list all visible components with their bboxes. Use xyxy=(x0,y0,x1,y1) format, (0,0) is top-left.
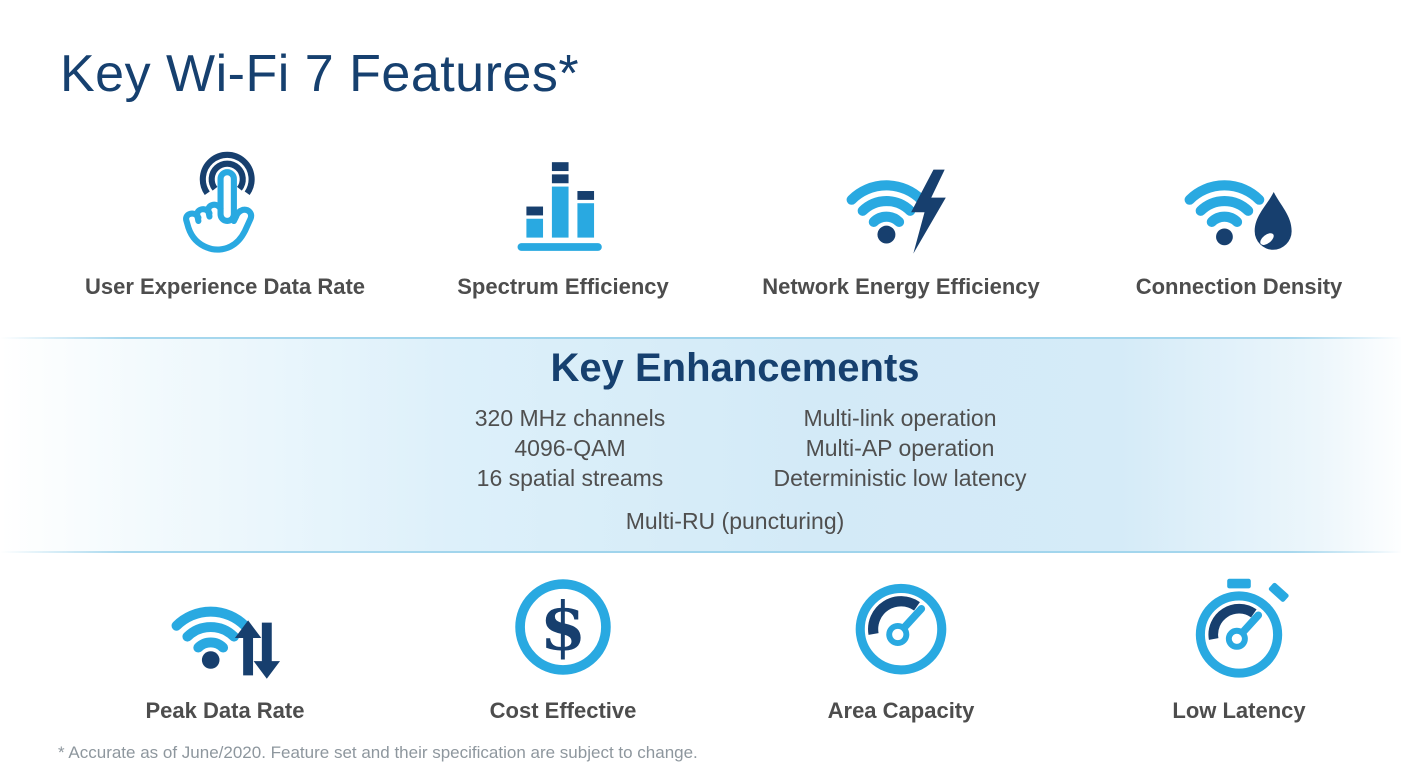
wifi-droplet-icon xyxy=(1174,138,1304,264)
enhancement-item: 4096-QAM xyxy=(514,435,626,461)
dollar-circle-icon: $ xyxy=(504,566,622,688)
feature-cost-effective: $ Cost Effective xyxy=(394,566,732,724)
feature-label: Spectrum Efficiency xyxy=(457,274,669,299)
feature-label: User Experience Data Rate xyxy=(84,274,366,299)
enhancement-item: Deterministic low latency xyxy=(773,465,1027,491)
enhancement-item: Multi-link operation xyxy=(803,405,997,431)
feature-area-capacity: Area Capacity xyxy=(732,566,1070,724)
feature-low-latency: Low Latency xyxy=(1070,566,1401,724)
touch-icon xyxy=(164,138,286,264)
page-title: Key Wi-Fi 7 Features* xyxy=(60,45,580,103)
enhancement-item: 320 MHz channels xyxy=(474,405,666,431)
bottom-feature-row: Peak Data Rate $ Cost Effective Area xyxy=(56,566,1401,724)
feature-spectrum-efficiency: Spectrum Efficiency xyxy=(394,138,732,300)
svg-text:$: $ xyxy=(540,588,586,666)
enhancement-right-column: Multi-link operation Multi-AP operation … xyxy=(735,403,1065,493)
key-enhancements-title: Key Enhancements xyxy=(550,346,920,390)
feature-user-experience-data-rate: User Experience Data Rate xyxy=(56,138,394,300)
feature-label: Connection Density xyxy=(1135,274,1343,299)
feature-label: Area Capacity xyxy=(827,698,975,723)
enhancement-columns: 320 MHz channels 4096-QAM 16 spatial str… xyxy=(405,403,1065,493)
feature-label: Network Energy Efficiency xyxy=(762,274,1040,299)
feature-network-energy-efficiency: Network Energy Efficiency xyxy=(732,138,1070,300)
key-enhancements-content: Key Enhancements 320 MHz channels 4096-Q… xyxy=(335,337,1135,535)
feature-connection-density: Connection Density xyxy=(1070,138,1401,300)
feature-label: Low Latency xyxy=(1172,698,1306,723)
enhancement-left-column: 320 MHz channels 4096-QAM 16 spatial str… xyxy=(405,403,735,493)
feature-peak-data-rate: Peak Data Rate xyxy=(56,566,394,724)
gauge-icon xyxy=(842,566,960,688)
footnote: * Accurate as of June/2020. Feature set … xyxy=(58,743,698,762)
bar-chart-icon xyxy=(502,138,624,264)
enhancement-item: 16 spatial streams xyxy=(476,465,664,491)
wifi-lightning-icon xyxy=(836,138,966,264)
top-feature-row: User Experience Data Rate xyxy=(56,138,1401,300)
feature-label: Cost Effective xyxy=(489,698,637,723)
feature-label: Peak Data Rate xyxy=(145,698,305,723)
stopwatch-icon xyxy=(1180,566,1298,688)
enhancement-item: Multi-RU (puncturing) xyxy=(625,508,845,534)
wifi-arrows-icon xyxy=(160,566,290,688)
enhancement-item: Multi-AP operation xyxy=(805,435,995,461)
key-enhancements-band: Key Enhancements 320 MHz channels 4096-Q… xyxy=(0,337,1401,553)
